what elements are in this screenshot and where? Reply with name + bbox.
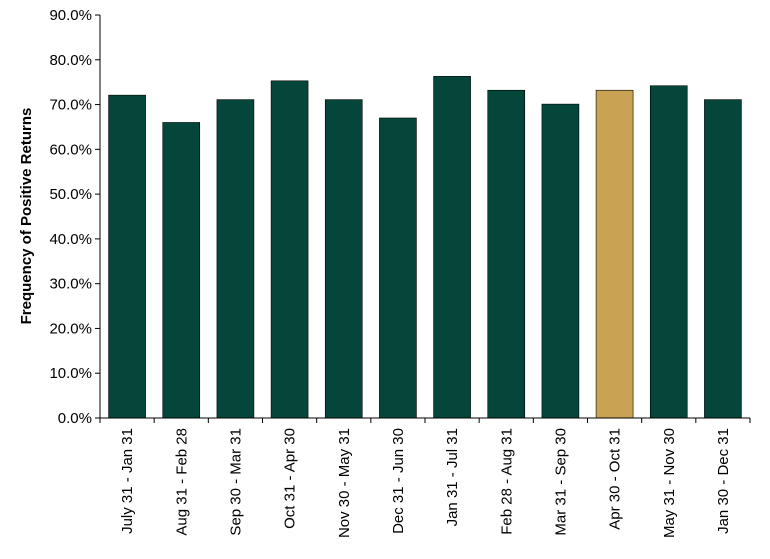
y-tick-label: 0.0% [58, 410, 92, 427]
x-axis-labels: July 31 - Jan 31 Aug 31 - Feb 28 Sep 30 - … [99, 418, 751, 538]
y-tick-label: 50.0% [49, 186, 92, 203]
bar-9 [541, 103, 580, 419]
y-tick-label: 30.0% [49, 276, 92, 293]
x-category-label: Aug 31 - Feb 28 [173, 428, 190, 536]
x-category-label: Sep 30 - Mar 31 [227, 428, 244, 536]
bar-6 [379, 117, 417, 419]
axes-group [99, 15, 750, 419]
x-category-label: Apr 30 - Oct 31 [607, 428, 624, 530]
y-tick-label: 80.0% [49, 52, 92, 69]
bar-1 [108, 94, 146, 419]
bar-11 [649, 85, 688, 419]
x-category-label: Feb 28 - Aug 31 [498, 428, 515, 535]
y-axis-ticks: 0.0% 10.0% 20.0% 30.0% 40.0% 50.0% 60.0% 70.0% 8… [49, 7, 100, 427]
x-category-label: Nov 30 - May 31 [336, 428, 353, 538]
y-tick-label: 90.0% [49, 7, 92, 24]
bar-4 [270, 80, 309, 419]
y-axis-title-group: Frequency of Positive Returns [18, 108, 35, 325]
bar-5 [324, 99, 363, 419]
y-tick-label: 20.0% [49, 320, 92, 337]
x-category-label: Jan 30 - Dec 31 [715, 428, 732, 534]
y-tick-label: 40.0% [49, 231, 92, 248]
bars-group [108, 76, 742, 419]
y-tick-label: 60.0% [49, 141, 92, 158]
bar-8 [487, 89, 526, 419]
bar-3 [216, 99, 255, 419]
x-category-label: Dec 31 - Jun 30 [390, 428, 407, 534]
x-category-label: Mar 31 - Sep 30 [552, 428, 569, 536]
x-category-label: May 31 - Nov 30 [661, 428, 678, 538]
x-category-label: July 31 - Jan 31 [119, 428, 136, 534]
x-category-label: Oct 31 - Apr 30 [282, 428, 299, 529]
x-category-label: Jan 31 - Jul 31 [444, 428, 461, 526]
bar-12 [704, 99, 742, 419]
y-axis-title: Frequency of Positive Returns [18, 108, 35, 325]
bar-2 [162, 122, 201, 419]
bar-10 [595, 89, 634, 419]
y-tick-label: 10.0% [49, 365, 92, 382]
y-tick-label: 70.0% [49, 97, 92, 114]
bar-7 [433, 76, 471, 419]
